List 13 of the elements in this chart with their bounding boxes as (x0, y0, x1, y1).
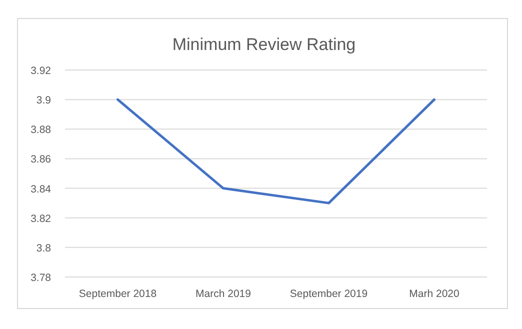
y-tick-label: 3.82 (30, 212, 52, 225)
y-tick-label: 3.86 (30, 154, 52, 166)
y-tick-label: 3.88 (30, 124, 52, 136)
y-tick-label: 3.84 (30, 183, 52, 196)
y-tick-label: 3.92 (30, 65, 52, 77)
x-tick-label: September 2018 (78, 288, 157, 300)
x-tick-label: September 2019 (290, 288, 368, 300)
y-tick-label: 3.78 (30, 272, 52, 284)
y-tick-label: 3.8 (36, 242, 52, 254)
chart-title: Minimum Review Rating (172, 35, 356, 54)
x-tick-label: Marh 2020 (409, 288, 460, 300)
y-tick-label: 3.9 (36, 94, 52, 107)
x-tick-label: March 2019 (196, 288, 252, 300)
